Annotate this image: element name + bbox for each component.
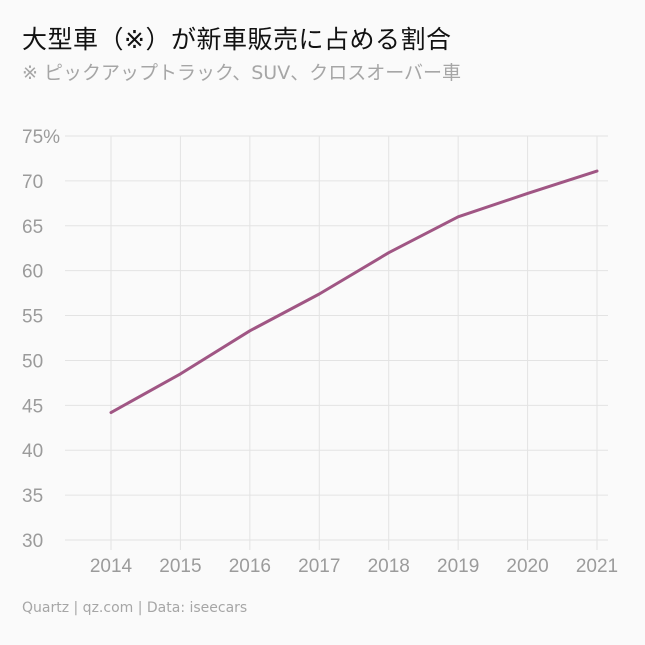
x-tick-label-2020: 2020: [506, 556, 548, 577]
y-tick-label-50: 50: [22, 351, 43, 372]
y-gridlines: [65, 135, 608, 541]
series-line-0: [109, 169, 599, 415]
x-gridlines: [110, 136, 598, 550]
y-tick-label-55: 55: [22, 307, 43, 328]
y-tick-label-70: 70: [22, 172, 43, 193]
y-tick-label-40: 40: [22, 441, 43, 462]
y-tick-label-60: 60: [22, 262, 43, 283]
x-axis-ticks: 2014 2015 2016 2017 2018 2019 2020 2021: [90, 556, 618, 577]
x-tick-label-2015: 2015: [159, 556, 201, 577]
y-tick-label-75: 75%: [22, 127, 60, 148]
x-tick-label-2014: 2014: [90, 556, 133, 577]
x-tick-label-2019: 2019: [437, 556, 479, 577]
chart-title: 大型車（※）が新車販売に占める割合: [22, 25, 452, 54]
y-tick-label-30: 30: [22, 531, 43, 552]
series-group: [109, 169, 599, 415]
y-tick-label-65: 65: [22, 217, 43, 238]
x-tick-label-2018: 2018: [368, 556, 410, 577]
x-tick-label-2017: 2017: [298, 556, 340, 577]
y-axis-ticks: 30 35 40 45 50 55 60 65 70 75%: [22, 127, 60, 552]
y-tick-label-35: 35: [22, 486, 43, 507]
chart-subtitle: ※ ピックアップトラック、SUV、クロスオーバー車: [22, 62, 462, 84]
y-tick-label-45: 45: [22, 396, 43, 417]
x-tick-label-2021: 2021: [576, 556, 618, 577]
source-footer: Quartz | qz.com | Data: iseecars: [22, 600, 248, 616]
x-tick-label-2016: 2016: [229, 556, 271, 577]
